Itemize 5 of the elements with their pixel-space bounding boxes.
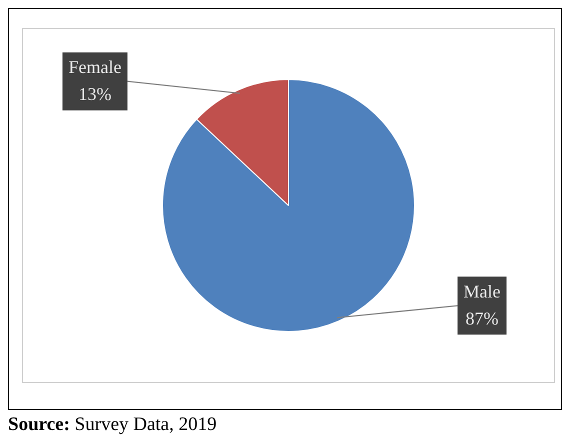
data-label: 87%	[466, 308, 499, 328]
data-label: 13%	[78, 84, 112, 104]
source-note: Source: Survey Data, 2019	[8, 414, 217, 435]
slice-label: Female	[68, 57, 122, 78]
slice-label: Male	[464, 281, 501, 302]
